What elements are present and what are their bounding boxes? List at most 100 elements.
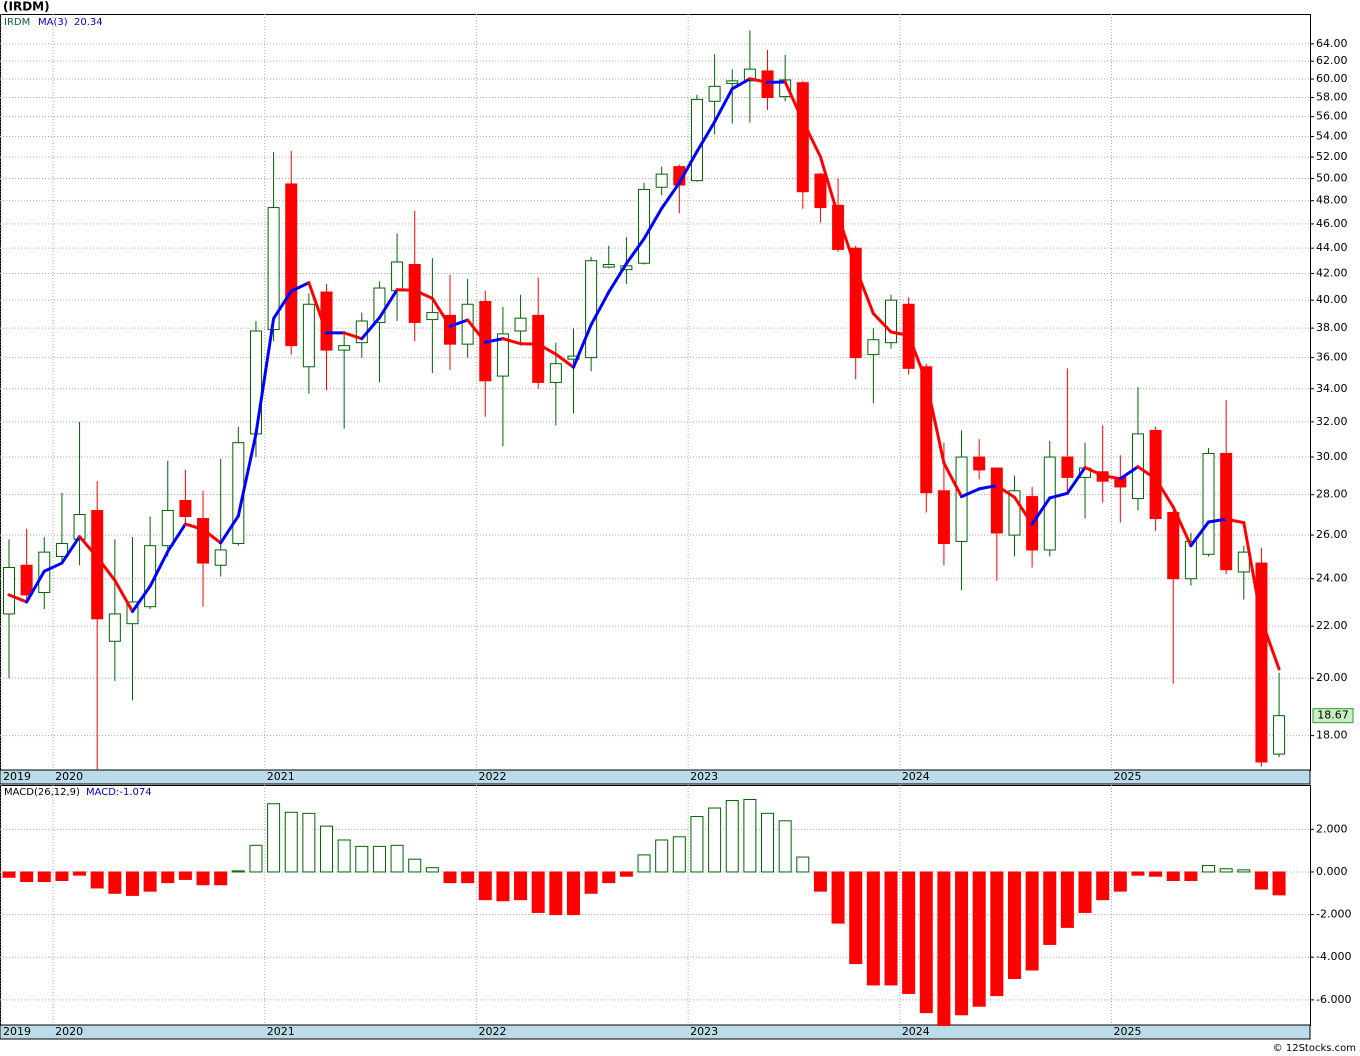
- ma-segment: [818, 155, 840, 218]
- y-tick-label: 48.00: [1316, 194, 1348, 207]
- x-axis-strip: [0, 769, 1311, 785]
- macd-bar: [425, 867, 439, 873]
- macd-bar: [1025, 871, 1039, 971]
- ma-segment: [624, 237, 646, 266]
- ma-segment: [571, 323, 593, 369]
- ma-segment: [307, 281, 329, 335]
- ma-segment: [501, 337, 523, 346]
- ma-segment: [589, 290, 611, 327]
- last-price-label: 18.67: [1317, 709, 1349, 722]
- macd-bar: [566, 871, 580, 916]
- y-tick-label: 34.00: [1316, 382, 1348, 395]
- y-tick-label: 28.00: [1316, 488, 1348, 501]
- macd-bar: [813, 871, 827, 892]
- macd-bar: [1202, 865, 1216, 873]
- y-tick-label: 36.00: [1316, 351, 1348, 364]
- macd-bar: [637, 854, 651, 873]
- macd-bar: [214, 871, 228, 886]
- legend-macd: MACD(26,12,9): [4, 787, 80, 798]
- candle-body: [638, 188, 651, 264]
- candle-body: [708, 85, 721, 102]
- x-tick-label: 2022: [478, 770, 506, 783]
- candle-body: [867, 339, 880, 356]
- y-tick-label: 26.00: [1316, 528, 1348, 541]
- macd-bar: [955, 871, 969, 1016]
- x-tick-label: 2025: [1114, 770, 1142, 783]
- ma-segment: [871, 312, 893, 334]
- macd-bar: [584, 871, 598, 894]
- candle-body: [20, 564, 33, 596]
- last-price-tag: [1312, 708, 1354, 724]
- y-tick-label: 44.00: [1316, 241, 1348, 254]
- macd-bar: [690, 816, 704, 873]
- ma-segment: [977, 484, 999, 491]
- macd-bar: [655, 839, 669, 873]
- ma-segment: [554, 352, 575, 369]
- macd-bar: [743, 798, 757, 873]
- candle-body: [743, 68, 756, 82]
- y-tick-label: 54.00: [1316, 129, 1348, 142]
- candle-body: [690, 98, 703, 182]
- candle-body: [514, 317, 527, 332]
- y-tick-label: 62.00: [1316, 54, 1348, 67]
- macd-bar: [125, 871, 139, 896]
- macd-bar: [1078, 871, 1092, 913]
- y-tick-label: 52.00: [1316, 150, 1348, 163]
- macd-bar: [1149, 871, 1163, 877]
- ma-segment: [7, 593, 29, 604]
- ma-segment: [713, 87, 734, 124]
- macd-bar: [937, 871, 951, 1026]
- candle-body: [3, 566, 15, 615]
- macd-bar: [866, 871, 880, 986]
- candle-body: [55, 543, 68, 557]
- ma-segment: [78, 535, 99, 559]
- macd-bar: [161, 871, 175, 884]
- x-axis-strip: [0, 1024, 1311, 1040]
- x-tick-label: 2020: [55, 1025, 83, 1038]
- ma-segment: [730, 77, 752, 91]
- ma-segment: [607, 262, 628, 294]
- candle-body: [1202, 452, 1215, 555]
- ma-segment: [1171, 505, 1193, 548]
- candle-body: [285, 183, 298, 347]
- candle-body: [461, 303, 474, 345]
- y-tick-label: 56.00: [1316, 110, 1348, 123]
- ma-segment: [995, 484, 1016, 499]
- candle-body: [885, 299, 897, 344]
- x-tick-label: 2021: [267, 1025, 295, 1038]
- ma-segment: [166, 522, 187, 553]
- macd-bar: [725, 800, 739, 873]
- macd-bar: [178, 871, 192, 880]
- ma-segment: [907, 333, 928, 383]
- x-tick-label: 2022: [478, 1025, 506, 1038]
- macd-bar: [231, 870, 245, 873]
- candle-body: [726, 80, 739, 85]
- x-tick-label: 2023: [690, 1025, 718, 1038]
- macd-bar: [355, 845, 369, 873]
- candle-body: [426, 312, 439, 321]
- ma-segment: [254, 317, 276, 436]
- legend-ma-value: 20.34: [74, 17, 103, 28]
- candle-body: [602, 264, 615, 268]
- ma-segment: [342, 331, 364, 341]
- macd-bar: [1007, 871, 1021, 980]
- x-tick-label: 2024: [902, 770, 930, 783]
- y-tick-label: 22.00: [1316, 619, 1348, 632]
- macd-bar: [249, 844, 263, 873]
- y-tick-label: -4.000: [1316, 950, 1351, 963]
- y-tick-label: 64.00: [1316, 37, 1348, 50]
- y-tick-label: 30.00: [1316, 450, 1348, 463]
- candle-body: [338, 345, 351, 351]
- ma-segment: [360, 316, 381, 341]
- ma-segment: [1048, 491, 1069, 500]
- ma-segment: [677, 150, 699, 185]
- macd-bar: [143, 871, 157, 892]
- macd-bar: [1060, 871, 1074, 928]
- x-tick-label: 2023: [690, 770, 718, 783]
- ma-segment: [801, 119, 822, 159]
- ma-segment: [889, 330, 911, 337]
- ma-segment: [1118, 465, 1140, 481]
- macd-bar: [531, 871, 545, 913]
- ma-segment: [130, 584, 152, 614]
